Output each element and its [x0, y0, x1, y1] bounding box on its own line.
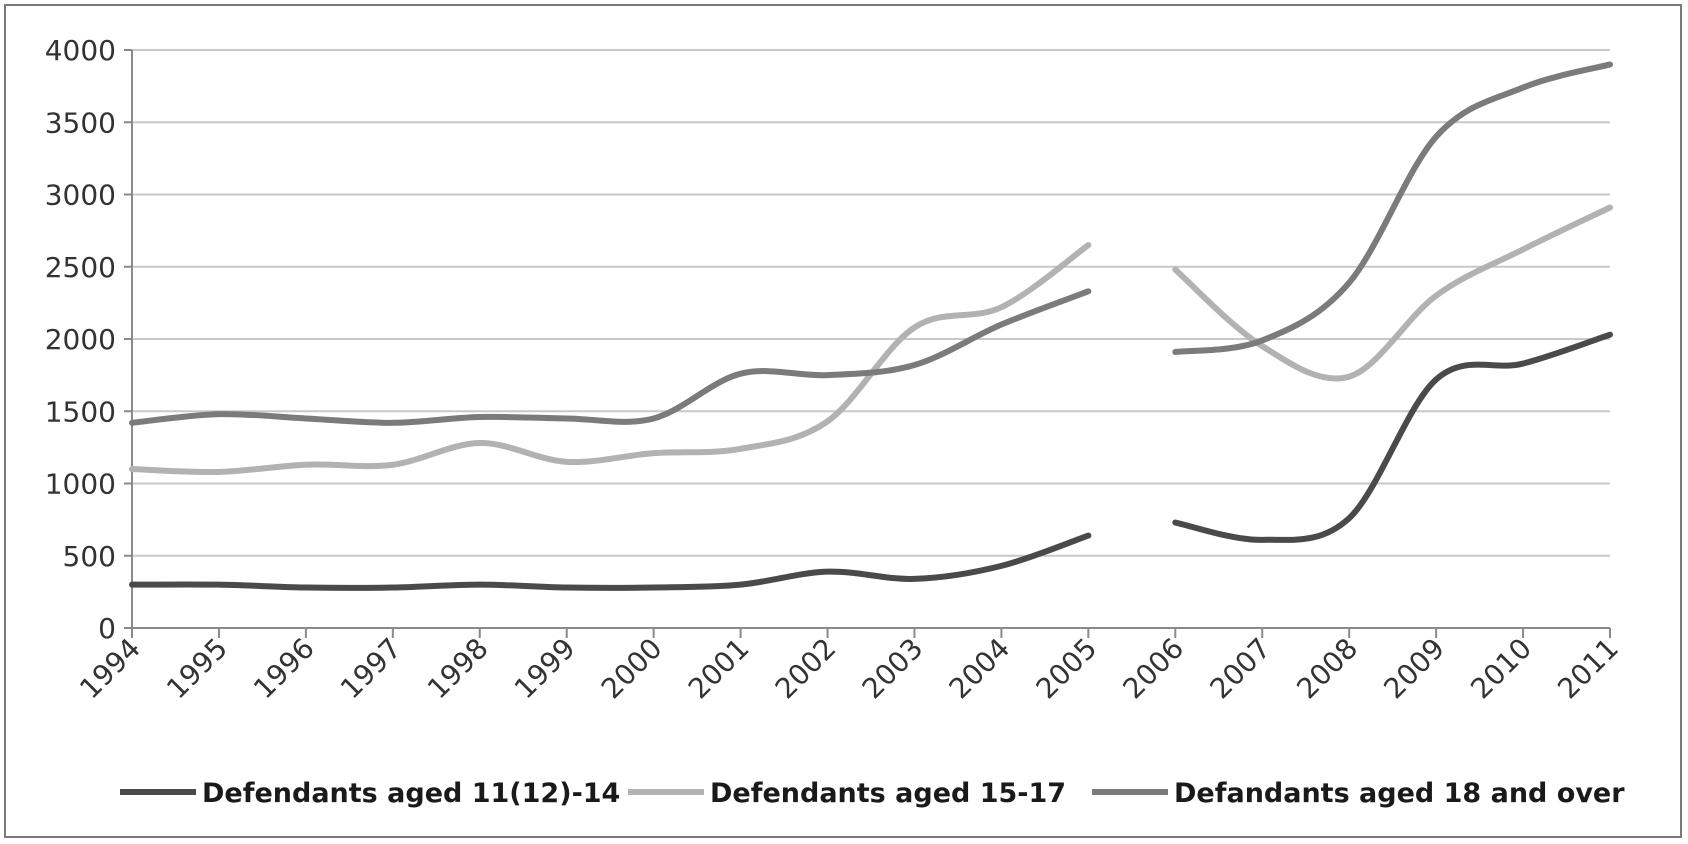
x-tick-label: 1995: [160, 632, 234, 706]
y-tick-label: 1500: [45, 395, 116, 428]
x-tick-label: 2000: [595, 632, 669, 706]
legend-label: Defendants aged 15-17: [710, 778, 1066, 809]
y-tick-label: 500: [63, 540, 116, 573]
y-tick-label: 2500: [45, 251, 116, 284]
x-tick-label: 2001: [682, 632, 756, 706]
y-tick-label: 3000: [45, 179, 116, 212]
y-tick-label: 4000: [45, 34, 116, 67]
x-tick-label: 2009: [1377, 632, 1451, 706]
legend-label: Defendants aged 11(12)-14: [202, 778, 620, 809]
x-tick-label: 1999: [508, 632, 582, 706]
legend-label: Defandants aged 18 and over: [1174, 778, 1625, 809]
series-line-2-segment-1: [1172, 61, 1613, 356]
y-tick-label: 3500: [45, 106, 116, 139]
x-tick-label: 2008: [1290, 632, 1364, 706]
x-tick-label: 2002: [769, 632, 843, 706]
chart-frame: [4, 4, 1682, 838]
x-tick-label: 2006: [1117, 632, 1191, 706]
series-line-0-segment-0: [129, 532, 1092, 591]
x-tick-label: 1998: [421, 632, 495, 706]
x-tick-label: 2003: [856, 632, 930, 706]
y-axis-ticks: 0 500 1000 1500 2000 2500 3000 3500 4000: [45, 34, 132, 645]
x-tick-label: 2005: [1030, 632, 1104, 706]
x-tick-label: 2011: [1551, 632, 1625, 706]
x-axis-ticks: 1994 1995 1996 1997 1998 1999 2000 2001 2002 2003…: [73, 628, 1625, 705]
x-tick-label: 1997: [334, 632, 408, 706]
series-line-1-segment-1: [1172, 204, 1613, 382]
x-tick-label: 1996: [247, 632, 321, 706]
series-line-2-segment-0: [129, 288, 1092, 426]
series-lines: [129, 61, 1613, 591]
gridlines: [132, 49, 1610, 557]
series-line-0-segment-1: [1172, 331, 1613, 543]
x-tick-label: 2007: [1203, 632, 1277, 706]
x-tick-label: 2004: [943, 632, 1017, 706]
x-tick-label: 2010: [1464, 632, 1538, 706]
series-line-1-segment-0: [129, 242, 1092, 476]
legend: Defendants aged 11(12)-14 Defendants aged…: [120, 778, 1625, 809]
y-tick-label: 2000: [45, 323, 116, 356]
y-tick-label: 1000: [45, 468, 116, 501]
y-tick-label: 0: [98, 612, 116, 645]
